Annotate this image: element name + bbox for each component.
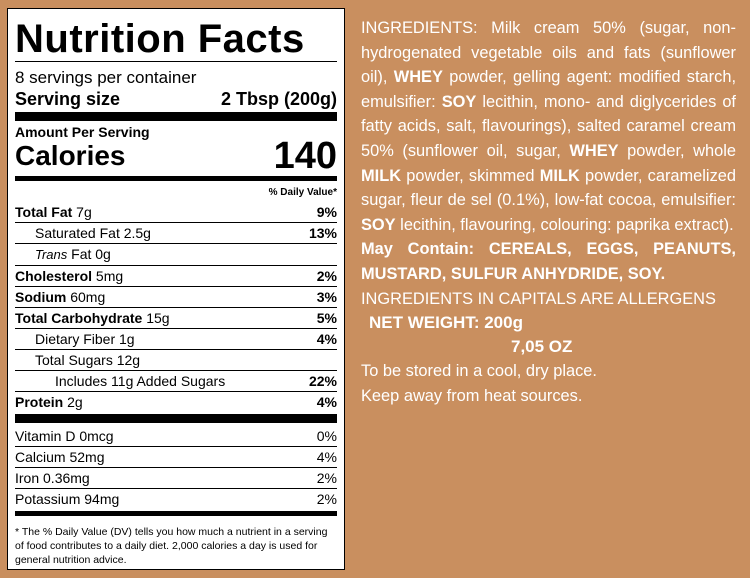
nutrient-label: Total Fat 7g	[15, 204, 92, 220]
nutrient-rows: Total Fat 7g 9% Saturated Fat 2.5g 13% Trans…	[15, 202, 337, 412]
vitamin-daily-value: 2%	[316, 470, 337, 486]
nutrient-daily-value: 13%	[308, 225, 337, 241]
nutrient-row: Protein 2g 4%	[15, 391, 337, 412]
nutrient-label: Dietary Fiber 1g	[35, 331, 135, 347]
nutrient-row: Includes 11g Added Sugars 22%	[15, 370, 337, 391]
nutrient-daily-value: 2%	[316, 268, 337, 284]
may-contain: May Contain: CEREALS, EGGS, PEANUTS, MUS…	[361, 240, 736, 283]
nutrient-label: Total Sugars 12g	[35, 352, 141, 368]
serving-size: Serving size 2 Tbsp (200g)	[15, 88, 337, 110]
nutrient-daily-value: 4%	[316, 331, 337, 347]
nutrient-label: Cholesterol 5mg	[15, 268, 124, 284]
nutrient-row: Total Fat 7g 9%	[15, 202, 337, 222]
divider-medium	[15, 511, 337, 516]
vitamin-row: Calcium 52mg 4%	[15, 446, 337, 467]
vitamin-label: Potassium 94mg	[15, 491, 120, 507]
calories-row: Calories 140	[15, 135, 337, 177]
vitamin-rows: Vitamin D 0mcg 0% Calcium 52mg 4% Iron 0.36m…	[15, 426, 337, 509]
calories-value: 140	[273, 135, 337, 177]
nutrient-row: Total Sugars 12g	[15, 349, 337, 370]
nutrient-row: Sodium 60mg 3%	[15, 286, 337, 307]
vitamin-label: Vitamin D 0mcg	[15, 428, 114, 444]
nutrient-label: Total Carbohydrate 15g	[15, 310, 170, 326]
daily-value-footnote: * The % Daily Value (DV) tells you how m…	[15, 526, 328, 566]
calories-label: Calories	[15, 140, 126, 171]
vitamin-daily-value: 2%	[316, 491, 337, 507]
vitamin-row: Iron 0.36mg 2%	[15, 467, 337, 488]
nutrient-row: Cholesterol 5mg 2%	[15, 265, 337, 286]
vitamin-row: Potassium 94mg 2%	[15, 488, 337, 509]
nutrient-row: Saturated Fat 2.5g 13%	[15, 222, 337, 243]
ingredients-text: INGREDIENTS: Milk cream 50% (sugar, non-…	[361, 19, 736, 234]
vitamin-daily-value: 4%	[316, 449, 337, 465]
nutrient-label: Protein 2g	[15, 394, 83, 410]
allergens-note: INGREDIENTS IN CAPITALS ARE ALLERGENS	[361, 289, 716, 308]
divider-thick	[15, 112, 337, 121]
nutrition-facts-label: Nutrition Facts 8 servings per container…	[7, 8, 345, 570]
divider-medium	[15, 176, 337, 181]
nutrient-label: Sodium 60mg	[15, 289, 106, 305]
nutrient-daily-value: 3%	[316, 289, 337, 305]
vitamin-label: Iron 0.36mg	[15, 470, 90, 486]
daily-value-header: % Daily Value*	[268, 187, 337, 198]
vitamin-row: Vitamin D 0mcg 0%	[15, 426, 337, 446]
nutrient-daily-value: 9%	[316, 204, 337, 220]
divider-thick	[15, 414, 337, 423]
nutrient-label: Saturated Fat 2.5g	[35, 225, 151, 241]
nutrition-title: Nutrition Facts	[15, 17, 305, 61]
nutrient-row: Dietary Fiber 1g 4%	[15, 328, 337, 349]
heat-warning: Keep away from heat sources.	[361, 386, 583, 405]
nutrient-label: Trans Fat 0g	[35, 246, 111, 262]
nutrient-daily-value: 4%	[316, 394, 337, 410]
ingredients-panel: INGREDIENTS: Milk cream 50% (sugar, non-…	[361, 16, 736, 408]
servings-per-container: 8 servings per container	[15, 68, 197, 87]
nutrient-daily-value: 22%	[308, 373, 337, 389]
vitamin-daily-value: 0%	[316, 428, 337, 444]
amount-per-serving: Amount Per Serving	[15, 124, 150, 140]
net-weight: NET WEIGHT: 200g	[369, 313, 523, 333]
net-weight-oz: 7,05 OZ	[511, 337, 573, 357]
serving-size-value: 2 Tbsp (200g)	[220, 89, 337, 109]
nutrient-label: Includes 11g Added Sugars	[55, 373, 226, 389]
serving-size-label: Serving size	[15, 89, 121, 109]
storage-instruction: To be stored in a cool, dry place.	[361, 362, 597, 381]
nutrient-row: Total Carbohydrate 15g 5%	[15, 307, 337, 328]
nutrient-row: Trans Fat 0g	[15, 243, 337, 265]
vitamin-label: Calcium 52mg	[15, 449, 105, 465]
nutrient-daily-value: 5%	[316, 310, 337, 326]
